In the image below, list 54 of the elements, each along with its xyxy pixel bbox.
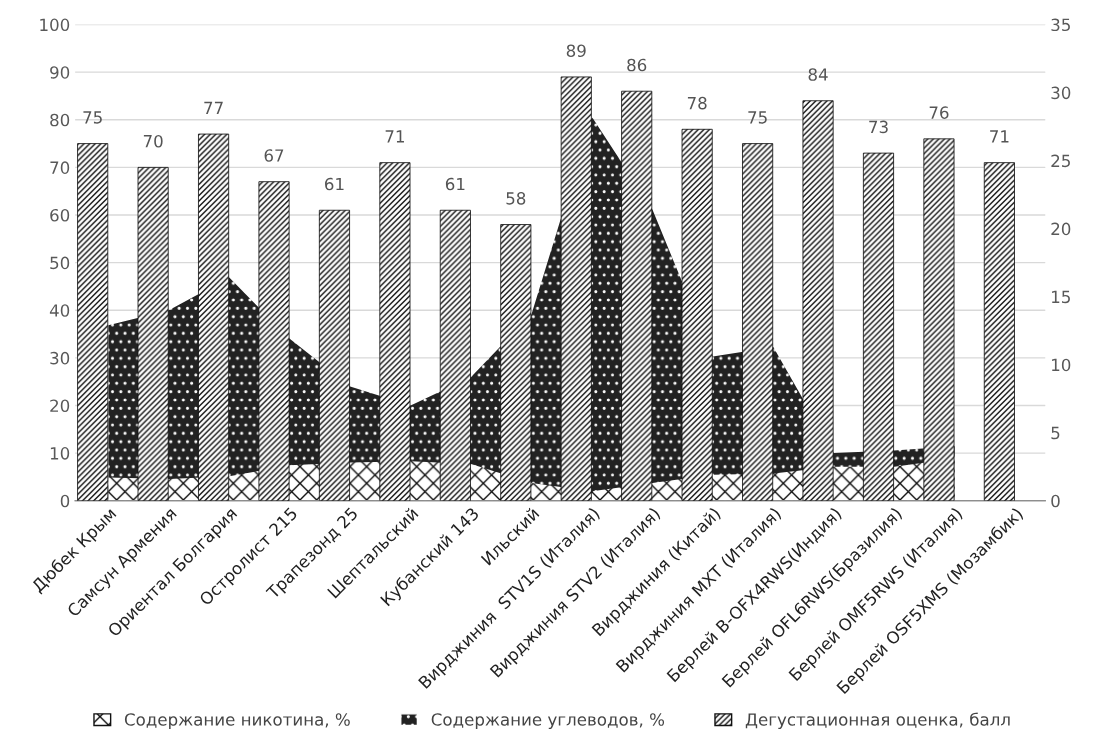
bar — [681, 128, 713, 501]
data-label: 67 — [264, 149, 284, 162]
bar — [862, 152, 895, 501]
data-label: 61 — [445, 177, 465, 191]
y2-tick-label: 0 — [1051, 494, 1060, 508]
bar — [500, 224, 532, 501]
legend-label: Содержание никотина, % — [124, 713, 350, 729]
data-label: 76 — [929, 106, 949, 119]
bar — [379, 162, 411, 501]
data-label: 75 — [748, 111, 767, 124]
bar — [137, 166, 169, 501]
bar — [621, 90, 653, 501]
y-tick-label: 10 — [50, 447, 70, 460]
y2-tick-label: 5 — [1051, 426, 1060, 440]
y2-tick-label: 20 — [1051, 222, 1071, 236]
legend-label: Дегустационная оценка, балл — [745, 712, 1010, 729]
y2-tick-label: 35 — [1051, 18, 1070, 32]
legend-label: Содержание углеводов, % — [431, 713, 665, 729]
y-tick-label: 30 — [50, 351, 70, 365]
data-label: 89 — [566, 44, 586, 58]
y-tick-label: 70 — [50, 161, 70, 174]
y-tick-label: 0 — [60, 494, 70, 508]
data-label: 71 — [990, 130, 1009, 143]
bar — [802, 100, 834, 501]
y-tick-label: 80 — [50, 113, 70, 127]
data-label: 73 — [869, 120, 888, 134]
bar — [198, 133, 230, 501]
bar — [742, 143, 774, 501]
data-label: 71 — [385, 130, 404, 143]
y-tick-label: 50 — [50, 256, 70, 270]
data-label: 77 — [204, 101, 223, 114]
bar — [983, 162, 1015, 501]
data-label: 58 — [506, 192, 526, 205]
bar — [923, 138, 955, 501]
y-tick-label: 40 — [49, 304, 70, 317]
y2-tick-label: 30 — [1051, 86, 1071, 100]
y2-tick-label: 10 — [1052, 358, 1071, 372]
bar — [318, 209, 350, 501]
y2-tick-label: 25 — [1051, 154, 1070, 168]
y2-tick-label: 15 — [1052, 290, 1070, 304]
bar — [77, 143, 109, 501]
y-tick-label: 60 — [50, 208, 70, 222]
data-label: 75 — [83, 111, 102, 124]
y-tick-label: 100 — [40, 18, 70, 32]
data-label: 61 — [325, 177, 344, 191]
bar — [258, 181, 290, 501]
y-tick-label: 90 — [50, 66, 70, 79]
data-label: 86 — [627, 58, 647, 72]
bar — [560, 76, 592, 501]
data-label: 84 — [808, 68, 828, 81]
y-tick-label: 20 — [50, 399, 70, 413]
data-label: 78 — [687, 96, 707, 110]
bar — [439, 209, 471, 501]
data-label: 70 — [143, 134, 163, 148]
